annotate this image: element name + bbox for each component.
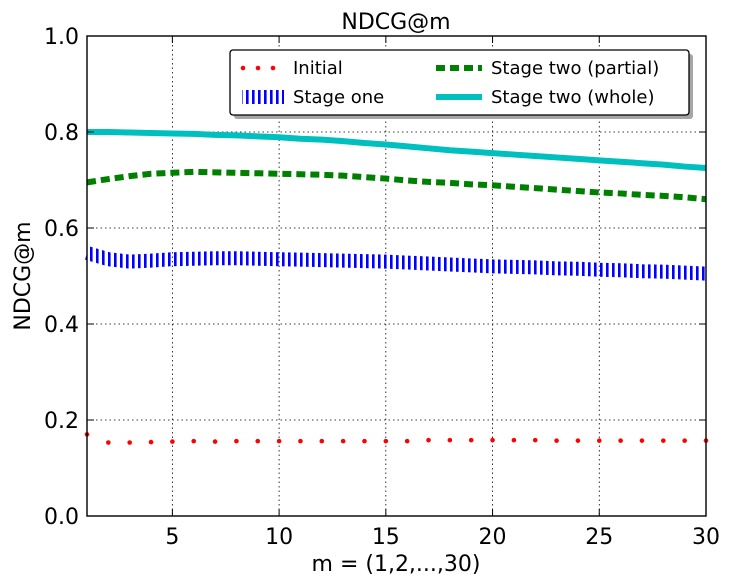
line-stage-two-whole <box>87 129 707 171</box>
x-tick-label: 30 <box>692 525 720 550</box>
point-initial <box>554 438 559 443</box>
y-tick-label: 0.8 <box>44 121 79 146</box>
point-initial <box>447 437 453 443</box>
legend-label-stage-two-whole: Stage two (whole) <box>491 87 655 108</box>
y-axis-label: NDCG@m <box>11 221 36 330</box>
point-initial <box>511 437 517 443</box>
plot-frame <box>86 35 707 517</box>
point-initial <box>148 439 154 445</box>
legend-marker-initial <box>240 65 246 71</box>
axis-ticks: 5 10 15 20 25 30 0.0 0.2 0.4 0.6 0.8 1.0 <box>44 25 720 550</box>
point-initial <box>276 438 282 444</box>
legend-label-stage-one: Stage one <box>293 87 384 108</box>
point-initial <box>106 440 111 445</box>
y-tick-label: 0.6 <box>44 217 79 242</box>
legend-box <box>229 49 690 116</box>
point-initial <box>255 438 261 444</box>
point-initial <box>426 437 431 443</box>
y-tick-label: 0.4 <box>44 313 79 338</box>
point-initial <box>404 438 410 444</box>
point-initial <box>639 438 645 443</box>
point-initial <box>532 437 538 443</box>
point-initial <box>490 437 495 443</box>
y-tick-label: 1.0 <box>44 25 79 50</box>
x-tick-label: 10 <box>265 525 293 550</box>
x-axis-label: m = (1,2,...,30) <box>312 552 481 577</box>
point-initial <box>234 438 239 444</box>
point-initial <box>682 438 687 443</box>
x-tick-label: 25 <box>585 525 613 550</box>
x-tick-label: 5 <box>165 525 179 550</box>
point-initial <box>575 438 581 443</box>
point-initial <box>170 439 175 444</box>
legend-marker-initial <box>255 65 261 71</box>
point-initial <box>661 438 666 443</box>
x-tick-label: 20 <box>479 525 507 550</box>
chart-title: NDCG@m <box>341 10 450 35</box>
point-initial <box>383 438 389 444</box>
y-tick-label: 0.2 <box>44 409 79 434</box>
point-initial <box>618 438 623 443</box>
point-initial <box>212 439 218 444</box>
legend-label-initial: Initial <box>293 58 343 79</box>
series-lines <box>84 129 709 445</box>
point-initial <box>468 437 474 443</box>
legend-marker-initial <box>270 65 276 71</box>
y-tick-label: 0.0 <box>44 505 79 530</box>
point-initial <box>596 438 602 443</box>
x-tick-label: 15 <box>372 525 400 550</box>
point-initial <box>319 438 325 444</box>
point-initial <box>340 438 346 444</box>
point-initial <box>127 440 132 445</box>
line-stage-two-partial <box>86 168 707 203</box>
point-initial <box>191 438 197 444</box>
point-initial <box>362 438 367 444</box>
legend-marker-stage-one <box>242 90 284 104</box>
legend: Initial Stage one Stage two (partial) Stage… <box>229 49 693 119</box>
point-initial <box>298 438 303 444</box>
legend-label-stage-two-partial: Stage two (partial) <box>491 58 659 79</box>
line-stage-one <box>85 246 707 281</box>
